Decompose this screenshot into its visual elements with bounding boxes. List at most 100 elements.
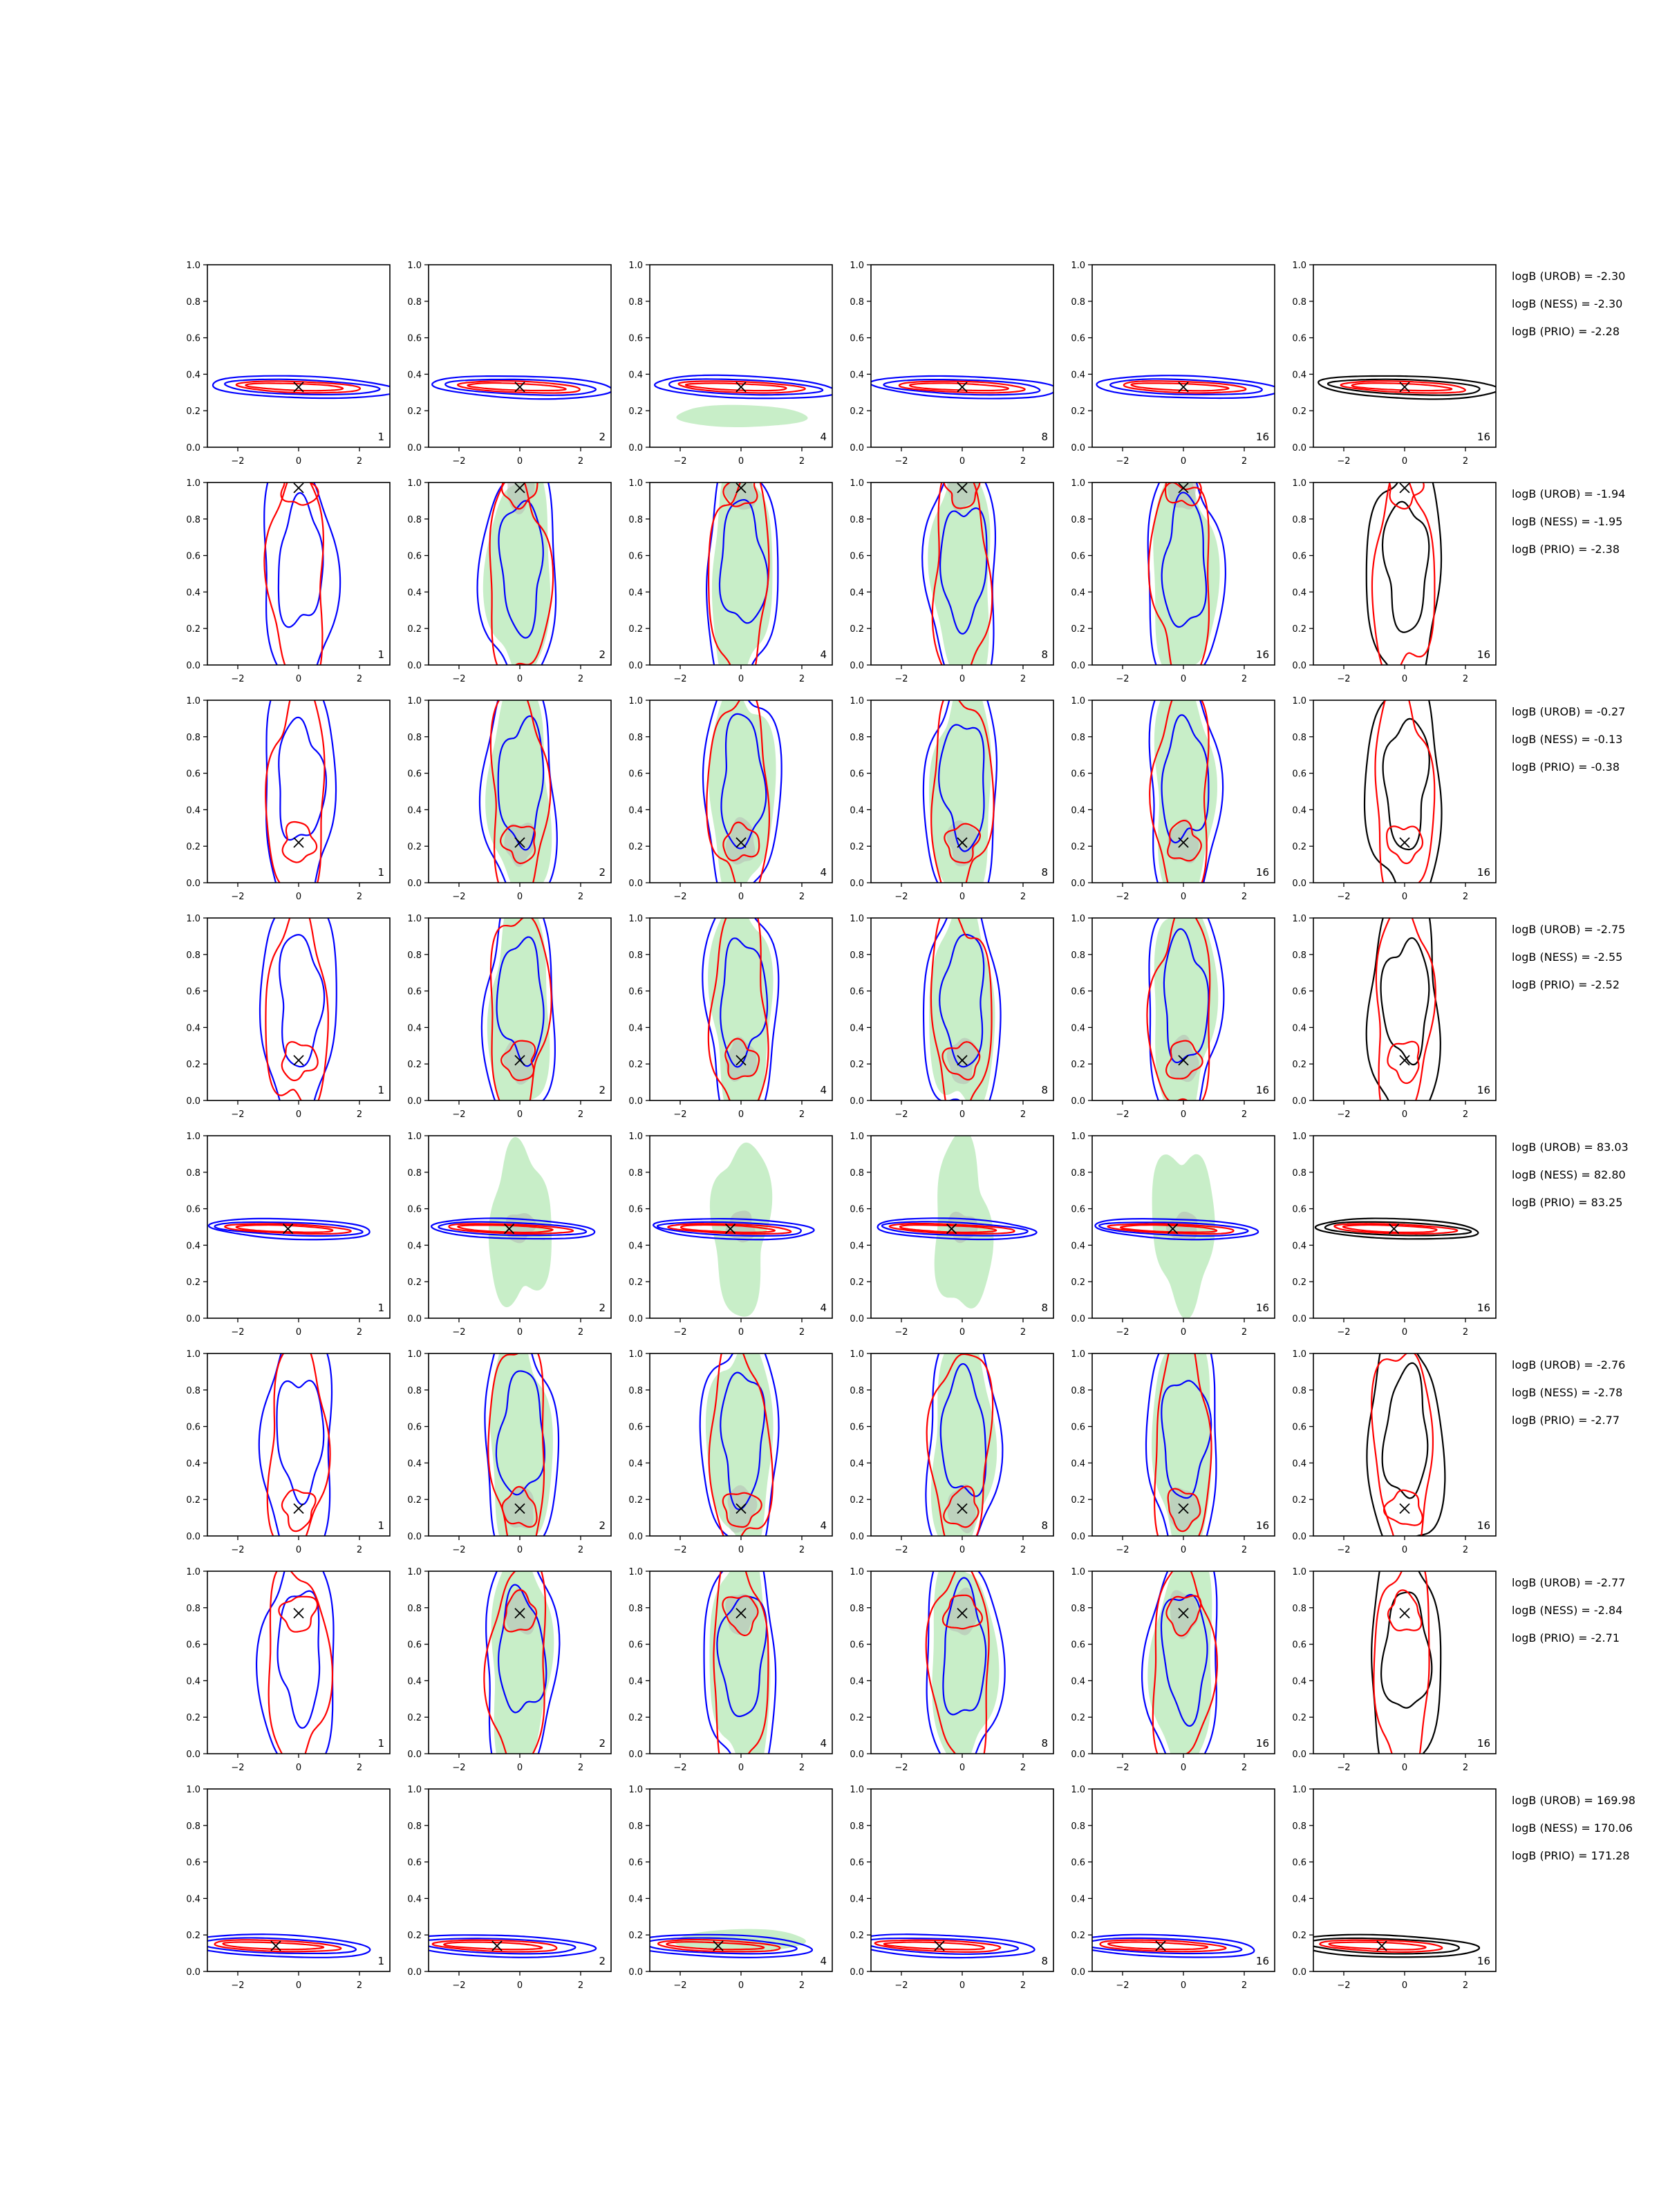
x-tick-label: 0 [738,1545,744,1555]
panel-contours [1092,1933,1255,1958]
x-tick-label: 0 [1402,892,1407,902]
contour-outer [871,1933,1035,1959]
contour-inner [277,491,324,628]
x-tick-label: −2 [1337,1545,1350,1555]
x-tick-label: 2 [1463,1327,1468,1338]
y-tick-label: 0.2 [850,1060,864,1070]
y-tick-label: 0.0 [850,661,864,671]
panel-label: 8 [1041,648,1048,661]
panel-contours [207,1217,371,1241]
panel-label: 1 [377,1737,384,1750]
y-tick-label: 0.6 [850,334,864,344]
y-tick-label: 0.0 [407,879,422,889]
x-tick-label: 2 [799,892,805,902]
y-tick-label: 0.0 [186,1096,200,1107]
panel-contours [478,700,558,883]
y-tick-label: 0.0 [407,443,422,453]
y-tick-label: 0.4 [628,1676,643,1687]
x-tick-label: 0 [1181,1545,1186,1555]
y-tick-label: 0.4 [186,588,200,598]
true-value-marker [293,1503,304,1515]
x-tick-label: −2 [673,892,686,902]
y-tick-label: 0.0 [1071,443,1085,453]
y-tick-label: 0.8 [1071,1168,1085,1179]
y-tick-label: 1.0 [1292,1567,1306,1577]
y-tick-label: 0.6 [850,1858,864,1868]
x-tick-label: 0 [1181,892,1186,902]
panel-contours [1365,482,1443,665]
y-tick-label: 1.0 [628,261,643,271]
panel-r1-c1: 0.0 0.2 0.4 0.6 0.8 1.0 −2 0 2 1 [186,261,391,467]
x-tick-label: 2 [357,674,362,684]
y-tick-label: 0.2 [186,1495,200,1506]
contour-red-inner [1388,482,1425,510]
panel-label: 8 [1041,866,1048,879]
x-tick-label: 0 [296,1980,301,1991]
y-tick-label: 1.0 [628,478,643,489]
contour-red-outer [898,380,1026,394]
y-tick-label: 0.6 [628,769,643,780]
y-tick-label: 0.2 [1292,842,1306,852]
panel-contours [921,482,997,665]
panel-r5-c4: 0.0 0.2 0.4 0.6 0.8 1.0 −2 0 2 8 [850,1132,1054,1338]
contour-inner [1381,500,1430,633]
panel-contours [699,1353,780,1536]
x-tick-label: 0 [1402,1980,1407,1991]
y-tick-label: 1.0 [628,1785,643,1795]
y-tick-label: 0.2 [850,1495,864,1506]
y-tick-label: 0.6 [850,987,864,997]
panel-label: 1 [377,1955,384,1967]
y-tick-label: 0.2 [628,1495,643,1506]
x-tick-label: 2 [1241,892,1247,902]
panel-contours [1314,1217,1479,1240]
contour-outer [485,1571,561,1754]
y-tick-label: 0.0 [1071,1750,1085,1760]
contour-inner [1161,714,1210,844]
contour-inner [276,1380,325,1506]
y-tick-label: 0.8 [850,515,864,525]
panel-r5-c5: 0.0 0.2 0.4 0.6 0.8 1.0 −2 0 2 16 [1071,1132,1275,1338]
density-fill [1152,1353,1211,1536]
y-tick-label: 0.4 [628,1894,643,1904]
log-bayes-factor: logB (PRIO) = 171.28 [1512,1849,1630,1862]
y-tick-label: 0.8 [628,297,643,308]
contour-red-inner [1382,1489,1423,1526]
y-tick-label: 1.0 [1292,1132,1306,1142]
y-tick-label: 0.8 [850,1604,864,1614]
panel-r3-c1: 0.0 0.2 0.4 0.6 0.8 1.0 −2 0 2 1 [186,696,391,902]
x-tick-label: 2 [799,1980,805,1991]
x-tick-label: 2 [799,1327,805,1338]
contour-red-inner [278,1595,319,1633]
x-tick-label: 0 [517,1109,523,1120]
log-bayes-factor: logB (UROB) = -2.77 [1512,1576,1625,1589]
contour-outer [207,1933,371,1958]
contour-red-inner [281,821,318,863]
contour-red-inner [1164,482,1202,507]
x-tick-label: 2 [1020,1545,1026,1555]
density-fill [676,404,808,427]
panel-label: 2 [599,431,606,443]
contour-red-outer [1375,918,1436,1100]
x-tick-label: 2 [1463,1545,1468,1555]
true-value-marker [735,382,747,393]
x-tick-label: 0 [1402,1109,1407,1120]
y-tick-label: 0.8 [186,1821,200,1832]
contour-red-outer [1319,1939,1443,1953]
y-tick-label: 0.2 [407,1495,422,1506]
x-tick-label: 2 [799,1545,805,1555]
panel-contours [922,700,998,883]
panel-contours [1313,1933,1481,1958]
panel-r8-c5: 0.0 0.2 0.4 0.6 0.8 1.0 −2 0 2 16 [1071,1785,1275,1991]
contour-red-outer [265,918,329,1100]
panel-label: 16 [1477,431,1490,443]
panel-contours [483,1571,561,1754]
y-tick-label: 1.0 [1071,1785,1085,1795]
panel-label: 16 [1256,431,1269,443]
y-tick-label: 0.4 [186,1894,200,1904]
y-tick-label: 1.0 [407,478,422,489]
contour-outer [1318,375,1496,400]
y-tick-label: 0.8 [1071,1386,1085,1396]
x-tick-label: −2 [1116,1545,1129,1555]
contour-red-inner [941,1594,984,1630]
